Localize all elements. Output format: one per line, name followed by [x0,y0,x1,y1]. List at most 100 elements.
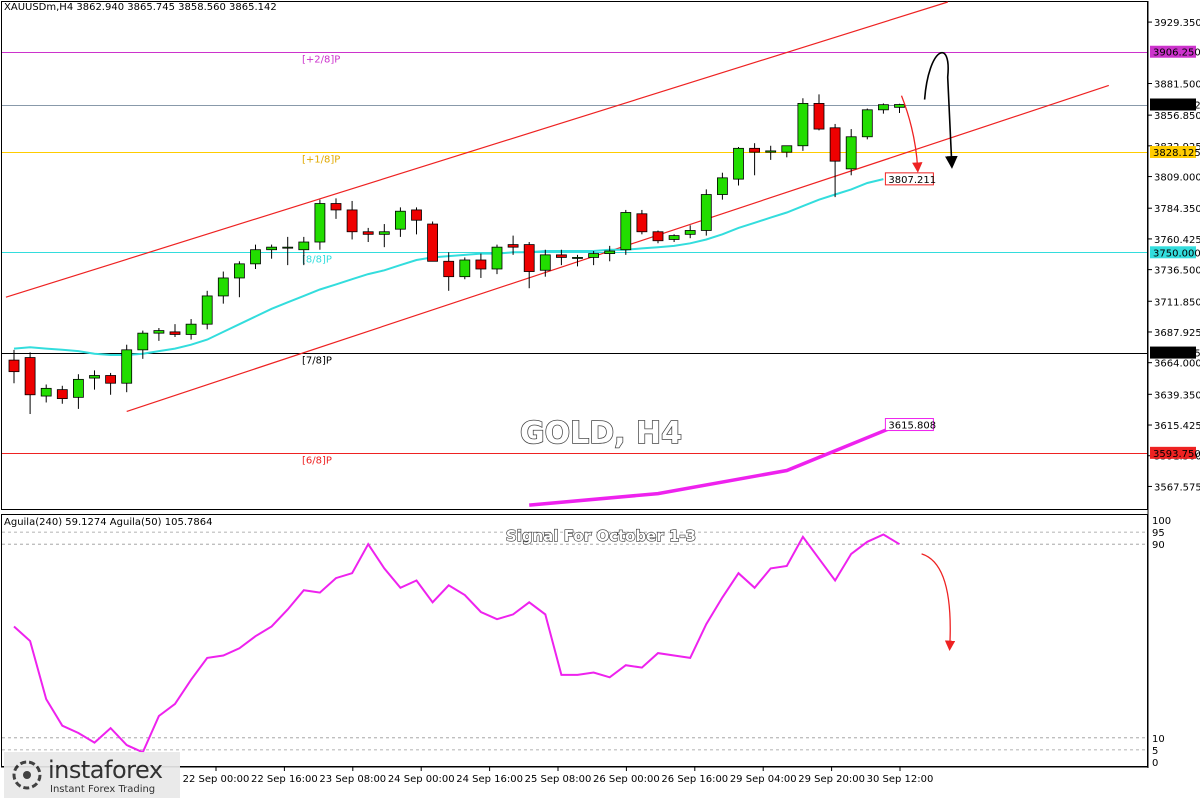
indicator-tick-label: 0 [1152,758,1158,769]
bull-candle [700,194,712,231]
price-tick-label: 3639.350 [1154,390,1200,401]
bull-candle [620,212,632,251]
bear-candle [169,331,181,335]
bull-candle [73,378,84,398]
bear-candle [411,209,422,221]
bear-candle [556,254,567,258]
murray-level-tag-bg [1150,346,1196,359]
bear-candle [427,223,439,262]
bull-candle [684,230,696,235]
bear-candle [330,203,342,211]
signal-text: Signal For October 1-3 [506,527,696,545]
price-tick-label: 3881.500 [1154,80,1200,91]
bull-candle [588,253,599,258]
bull-candle [40,387,52,397]
price-tick-label: 3567.575 [1154,482,1200,493]
forecast-arrows [900,52,958,173]
murray-label: [7/8]P [302,356,332,367]
marked-value-label: 3807.211 [888,175,936,186]
bull-candle [733,147,744,180]
logo-tagline: Instant Forex Trading [50,784,156,795]
time-tick-label: 29 Sep 04:00 [730,774,797,785]
forecast-arrow-black [923,52,958,169]
murray-label: [+2/8]P [302,55,340,66]
channel-line [5,1,948,298]
bear-candle [507,244,519,248]
bull-candle [668,235,680,240]
bull-candle [201,295,213,325]
bull-candle [314,203,326,243]
bear-candle [652,231,664,242]
bull-candle [298,241,310,251]
forecast-arrow-red [900,95,923,173]
channel-lines [5,1,1109,413]
sma-line [529,422,901,507]
bear-candle [56,389,68,400]
current-price-tag: 3865.142 [1153,101,1200,112]
bull-candle [89,375,100,379]
time-tick-label: 26 Sep 16:00 [661,774,728,785]
time-tick-label: 22 Sep 16:00 [251,774,318,785]
murray-level-tag-bg [1150,45,1196,58]
time-tick-label: 26 Sep 00:00 [593,774,660,785]
time-tick-label: 30 Sep 12:00 [867,774,934,785]
bull-candle [878,104,889,111]
bear-candle [636,213,648,233]
candlesticks [8,94,905,415]
bear-candle [24,357,36,396]
bull-candle [394,210,406,230]
bull-candle [266,246,278,251]
bear-candle [523,244,535,272]
murray-label: [8/8]P [302,255,332,266]
bull-candle [153,330,165,334]
bull-candle [185,323,197,335]
price-tick-label: 3809.000 [1154,173,1200,184]
bear-candle [749,147,760,153]
indicator-forecast-arrow [921,553,956,652]
instaforex-logo: instaforex Instant Forex Trading [4,752,180,798]
price-tick-label: 3856.850 [1154,111,1200,122]
murray-level-tag: 3906.250 [1153,48,1200,59]
time-tick-label: 24 Sep 16:00 [456,774,523,785]
price-tick-label: 3615.425 [1154,421,1200,432]
time-tick-label: 25 Sep 08:00 [525,774,592,785]
bull-candle [282,246,294,249]
bull-candle [539,254,551,271]
bull-candle [717,177,728,195]
marked-value-box [884,172,934,186]
price-tick-label: 3736.500 [1154,266,1200,277]
murray-level-tag: 3828.125 [1153,148,1200,159]
indicator-tick-label: 90 [1152,540,1165,551]
bull-candle [378,231,390,235]
bull-candle [765,150,777,153]
price-tick-label: 3687.925 [1154,328,1200,339]
symbol-header: XAUUSDm,H4 3862.940 3865.745 3858.560 38… [4,2,277,13]
price-tick-label: 3760.425 [1154,235,1200,246]
bull-candle [137,332,149,351]
bull-candle [604,250,616,254]
bull-candle [861,109,873,138]
murray-level-tag: 3671.875 [1153,349,1200,360]
bear-candle [829,127,841,162]
murray-levels: [+2/8]P [+1/8]P [8/8]P [7/8]P [6/8]P [2,52,1147,467]
bear-candle [443,260,455,278]
bull-candle [233,263,245,279]
price-tick-label: 3664.000 [1154,359,1200,370]
indicator-tick-label: 5 [1152,746,1158,757]
murray-level-tag-bg [1150,146,1196,159]
bull-candle [572,257,583,259]
bear-candle [475,259,487,270]
bull-candle [459,259,471,278]
bull-candle [217,277,229,297]
time-tick-label: 24 Sep 00:00 [388,774,455,785]
indicator-panel-frame [1,514,1148,767]
instaforex-logo-icon [12,760,42,790]
indicator-line [13,533,901,754]
channel-line [126,84,1109,413]
bull-candle [491,246,503,270]
price-tick-label: 3784.350 [1154,204,1200,215]
murray-label: [6/8]P [302,456,332,467]
current-price-tag-bg [1150,98,1196,111]
